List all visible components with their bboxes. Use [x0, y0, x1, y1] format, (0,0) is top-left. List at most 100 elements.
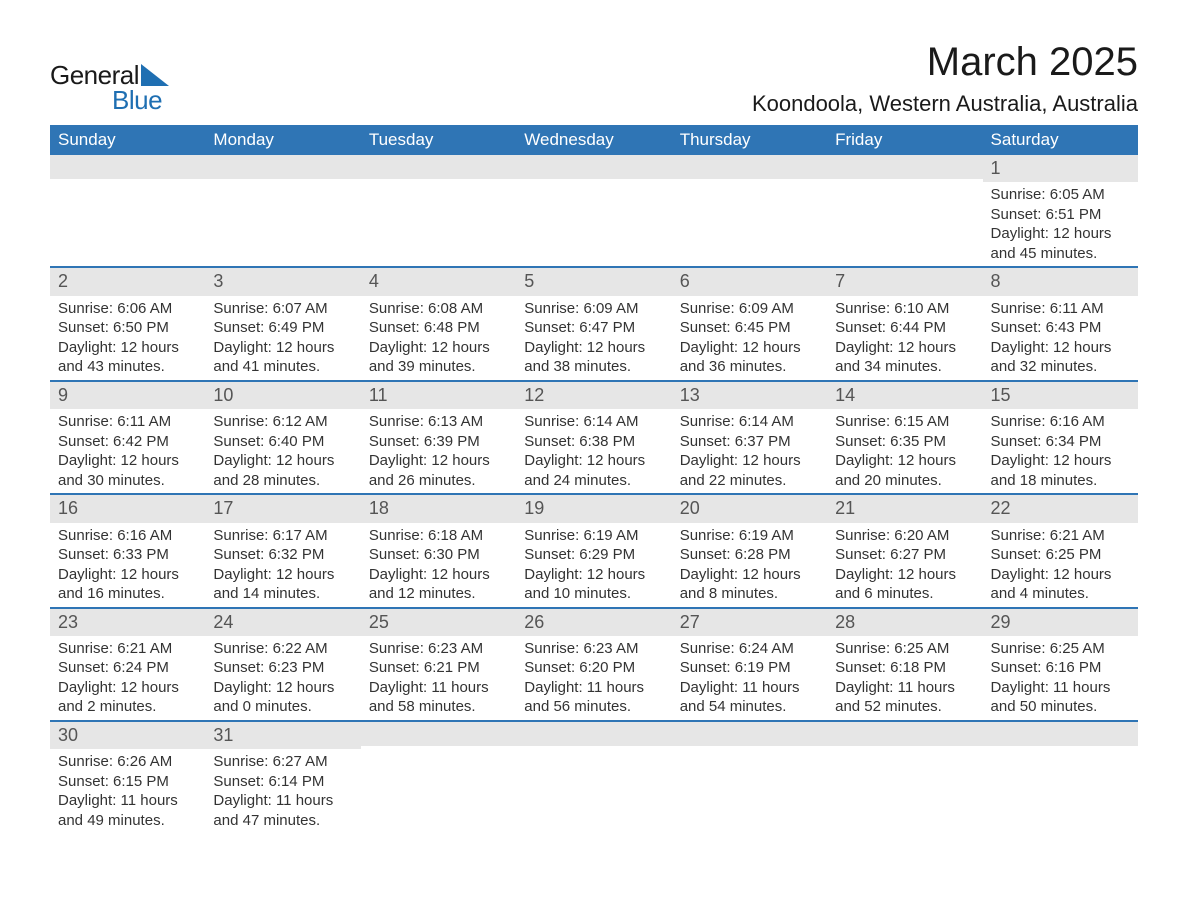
day-number: 13: [672, 382, 827, 409]
calendar-week-row: 9Sunrise: 6:11 AMSunset: 6:42 PMDaylight…: [50, 381, 1138, 494]
sunrise-line: Sunrise: 6:05 AM: [991, 185, 1130, 205]
dl1-line: Daylight: 11 hours: [213, 791, 352, 811]
day-number: 6: [672, 268, 827, 295]
dl1-line: Daylight: 12 hours: [991, 565, 1130, 585]
calendar-week-row: 16Sunrise: 6:16 AMSunset: 6:33 PMDayligh…: [50, 494, 1138, 607]
sunset-line: Sunset: 6:34 PM: [991, 432, 1130, 452]
sunset-line: Sunset: 6:43 PM: [991, 318, 1130, 338]
day-details: Sunrise: 6:05 AMSunset: 6:51 PMDaylight:…: [983, 182, 1138, 266]
sunrise-line: Sunrise: 6:24 AM: [680, 639, 819, 659]
dl1-line: Daylight: 12 hours: [213, 451, 352, 471]
calendar-day-cell: 15Sunrise: 6:16 AMSunset: 6:34 PMDayligh…: [983, 381, 1138, 494]
day-number: [516, 722, 671, 746]
day-number: 12: [516, 382, 671, 409]
calendar-day-cell: 6Sunrise: 6:09 AMSunset: 6:45 PMDaylight…: [672, 267, 827, 380]
sunrise-line: Sunrise: 6:12 AM: [213, 412, 352, 432]
calendar-day-cell: 5Sunrise: 6:09 AMSunset: 6:47 PMDaylight…: [516, 267, 671, 380]
day-details: Sunrise: 6:11 AMSunset: 6:42 PMDaylight:…: [50, 409, 205, 493]
day-details: Sunrise: 6:09 AMSunset: 6:47 PMDaylight:…: [516, 296, 671, 380]
day-details: Sunrise: 6:18 AMSunset: 6:30 PMDaylight:…: [361, 523, 516, 607]
sunset-line: Sunset: 6:29 PM: [524, 545, 663, 565]
dl1-line: Daylight: 12 hours: [680, 338, 819, 358]
calendar-day-cell: 11Sunrise: 6:13 AMSunset: 6:39 PMDayligh…: [361, 381, 516, 494]
sunset-line: Sunset: 6:40 PM: [213, 432, 352, 452]
day-number: 30: [50, 722, 205, 749]
calendar-day-cell: [827, 155, 982, 267]
day-details: Sunrise: 6:16 AMSunset: 6:34 PMDaylight:…: [983, 409, 1138, 493]
day-details: Sunrise: 6:11 AMSunset: 6:43 PMDaylight:…: [983, 296, 1138, 380]
dl2-line: and 0 minutes.: [213, 697, 352, 717]
dl2-line: and 32 minutes.: [991, 357, 1130, 377]
dl2-line: and 28 minutes.: [213, 471, 352, 491]
calendar-day-cell: 17Sunrise: 6:17 AMSunset: 6:32 PMDayligh…: [205, 494, 360, 607]
sunrise-line: Sunrise: 6:09 AM: [524, 299, 663, 319]
sunset-line: Sunset: 6:24 PM: [58, 658, 197, 678]
day-details: Sunrise: 6:08 AMSunset: 6:48 PMDaylight:…: [361, 296, 516, 380]
sunset-line: Sunset: 6:16 PM: [991, 658, 1130, 678]
sunrise-line: Sunrise: 6:09 AM: [680, 299, 819, 319]
day-details: Sunrise: 6:07 AMSunset: 6:49 PMDaylight:…: [205, 296, 360, 380]
day-number: 1: [983, 155, 1138, 182]
calendar-day-cell: 25Sunrise: 6:23 AMSunset: 6:21 PMDayligh…: [361, 608, 516, 721]
sunset-line: Sunset: 6:32 PM: [213, 545, 352, 565]
day-number: 5: [516, 268, 671, 295]
dl1-line: Daylight: 12 hours: [213, 338, 352, 358]
day-number: 17: [205, 495, 360, 522]
sunset-line: Sunset: 6:20 PM: [524, 658, 663, 678]
dl1-line: Daylight: 12 hours: [58, 565, 197, 585]
calendar-day-cell: [516, 155, 671, 267]
dl1-line: Daylight: 12 hours: [835, 451, 974, 471]
day-number: [827, 722, 982, 746]
sunset-line: Sunset: 6:48 PM: [369, 318, 508, 338]
dl2-line: and 39 minutes.: [369, 357, 508, 377]
sunset-line: Sunset: 6:28 PM: [680, 545, 819, 565]
dl1-line: Daylight: 12 hours: [524, 451, 663, 471]
calendar-day-cell: [672, 155, 827, 267]
title-block: March 2025 Koondoola, Western Australia,…: [752, 40, 1138, 117]
calendar-day-cell: 21Sunrise: 6:20 AMSunset: 6:27 PMDayligh…: [827, 494, 982, 607]
sunset-line: Sunset: 6:37 PM: [680, 432, 819, 452]
sunset-line: Sunset: 6:42 PM: [58, 432, 197, 452]
sunset-line: Sunset: 6:44 PM: [835, 318, 974, 338]
calendar-day-cell: 3Sunrise: 6:07 AMSunset: 6:49 PMDaylight…: [205, 267, 360, 380]
sunset-line: Sunset: 6:21 PM: [369, 658, 508, 678]
dl2-line: and 54 minutes.: [680, 697, 819, 717]
sunrise-line: Sunrise: 6:14 AM: [680, 412, 819, 432]
dl1-line: Daylight: 12 hours: [58, 678, 197, 698]
calendar-day-cell: [983, 721, 1138, 833]
day-number: [361, 722, 516, 746]
day-details: Sunrise: 6:09 AMSunset: 6:45 PMDaylight:…: [672, 296, 827, 380]
calendar-week-row: 1Sunrise: 6:05 AMSunset: 6:51 PMDaylight…: [50, 155, 1138, 267]
dl1-line: Daylight: 12 hours: [58, 451, 197, 471]
day-number: 27: [672, 609, 827, 636]
month-title: March 2025: [752, 40, 1138, 85]
day-number: 8: [983, 268, 1138, 295]
sunrise-line: Sunrise: 6:08 AM: [369, 299, 508, 319]
calendar-day-cell: 22Sunrise: 6:21 AMSunset: 6:25 PMDayligh…: [983, 494, 1138, 607]
day-number: 23: [50, 609, 205, 636]
calendar-day-cell: 7Sunrise: 6:10 AMSunset: 6:44 PMDaylight…: [827, 267, 982, 380]
sunrise-line: Sunrise: 6:23 AM: [524, 639, 663, 659]
calendar-day-cell: 2Sunrise: 6:06 AMSunset: 6:50 PMDaylight…: [50, 267, 205, 380]
day-number: 14: [827, 382, 982, 409]
sunset-line: Sunset: 6:23 PM: [213, 658, 352, 678]
day-details: Sunrise: 6:20 AMSunset: 6:27 PMDaylight:…: [827, 523, 982, 607]
dl2-line: and 10 minutes.: [524, 584, 663, 604]
calendar-week-row: 30Sunrise: 6:26 AMSunset: 6:15 PMDayligh…: [50, 721, 1138, 833]
dl2-line: and 47 minutes.: [213, 811, 352, 831]
dl1-line: Daylight: 12 hours: [680, 565, 819, 585]
day-details: Sunrise: 6:10 AMSunset: 6:44 PMDaylight:…: [827, 296, 982, 380]
dl2-line: and 50 minutes.: [991, 697, 1130, 717]
sunrise-line: Sunrise: 6:23 AM: [369, 639, 508, 659]
day-number: 18: [361, 495, 516, 522]
dl1-line: Daylight: 11 hours: [680, 678, 819, 698]
dl1-line: Daylight: 12 hours: [213, 678, 352, 698]
sunrise-line: Sunrise: 6:22 AM: [213, 639, 352, 659]
page-header: General Blue March 2025 Koondoola, Weste…: [50, 40, 1138, 117]
col-header-monday: Monday: [205, 125, 360, 155]
day-number: [983, 722, 1138, 746]
dl1-line: Daylight: 12 hours: [524, 338, 663, 358]
dl2-line: and 12 minutes.: [369, 584, 508, 604]
day-details: Sunrise: 6:19 AMSunset: 6:29 PMDaylight:…: [516, 523, 671, 607]
dl1-line: Daylight: 11 hours: [369, 678, 508, 698]
